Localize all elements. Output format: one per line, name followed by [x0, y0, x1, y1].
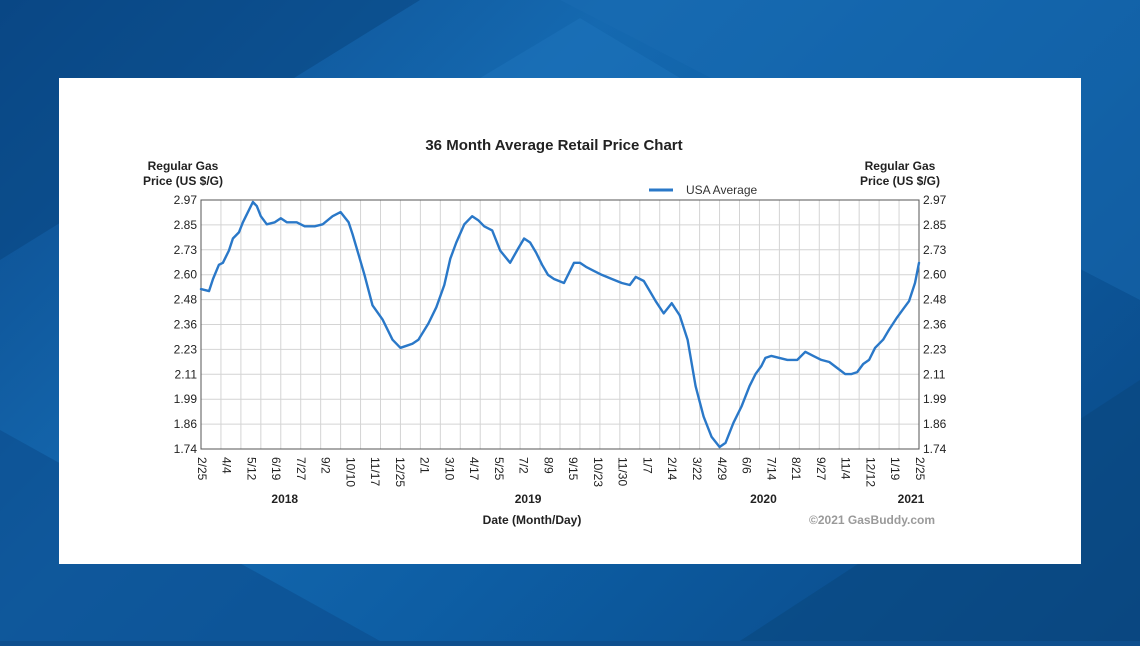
- x-tick-label: 9/2: [319, 457, 333, 474]
- y-tick-label-right: 2.11: [923, 367, 946, 381]
- x-tick-label: 8/9: [541, 457, 555, 474]
- y-tick-label-right: 1.86: [923, 417, 947, 431]
- left-y-ticks: 2.97 2.85 2.73 2.60 2.48 2.36 2.23 2.11 1.99 1.86…: [174, 193, 198, 456]
- y-tick-label-left: 1.86: [174, 417, 198, 431]
- year-labels: 2018 2019 2020 2021: [271, 492, 924, 506]
- year-label: 2020: [750, 492, 777, 506]
- x-tick-label: 1/7: [640, 457, 654, 474]
- x-tick-label: 9/15: [566, 457, 580, 481]
- gasbuddy-credit: ©2021 GasBuddy.com: [809, 513, 935, 527]
- x-tick-label: 6/6: [740, 457, 754, 474]
- x-tick-label: 11/30: [616, 457, 630, 486]
- x-tick-label: 7/2: [517, 457, 531, 474]
- plot-frame: [200, 199, 920, 450]
- x-tick-label: 4/17: [467, 457, 481, 481]
- x-tick-label: 7/27: [294, 457, 308, 481]
- x-tick-label: 9/27: [814, 457, 828, 481]
- x-ticks: 2/25 4/4 5/12 6/19 7/27 9/2 10/10 11/17 12/25 2/1…: [195, 457, 927, 487]
- year-label: 2021: [898, 492, 925, 506]
- y-tick-label-right: 2.85: [923, 218, 947, 232]
- left-axis-label-line1: Regular Gas: [148, 159, 219, 173]
- right-y-ticks: 2.97 2.85 2.73 2.60 2.48 2.36 2.23 2.11 1.99 1.86…: [923, 193, 947, 456]
- x-tick-label: 10/10: [343, 457, 357, 487]
- left-axis-label-line2: Price (US $/G): [143, 174, 223, 188]
- y-tick-label-left: 2.23: [174, 342, 198, 356]
- y-tick-label-right: 2.48: [923, 293, 947, 307]
- x-tick-label: 3/10: [442, 457, 456, 481]
- chart-card: 36 Month Average Retail Price Chart Regu…: [59, 78, 1081, 564]
- chart-title: 36 Month Average Retail Price Chart: [425, 137, 682, 154]
- x-tick-label: 12/25: [393, 457, 407, 487]
- x-tick-label: 4/29: [715, 457, 729, 481]
- year-label: 2018: [271, 492, 298, 506]
- y-tick-label-right: 2.97: [923, 193, 947, 207]
- year-label: 2019: [515, 492, 542, 506]
- legend-label: USA Average: [686, 183, 757, 197]
- usa-average-line: [199, 200, 921, 449]
- y-tick-label-left: 2.85: [174, 218, 198, 232]
- y-tick-label-left: 2.48: [174, 293, 198, 307]
- x-tick-label: 11/17: [368, 457, 382, 486]
- x-tick-label: 2/25: [195, 457, 209, 481]
- y-tick-label-right: 2.23: [923, 342, 947, 356]
- x-tick-label: 2/1: [418, 457, 432, 474]
- x-tick-label: 5/12: [244, 457, 258, 481]
- y-tick-label-right: 2.60: [923, 268, 947, 282]
- x-tick-label: 2/25: [913, 457, 927, 481]
- y-tick-label-left: 1.99: [174, 392, 198, 406]
- x-tick-label: 1/19: [888, 457, 902, 481]
- x-tick-label: 11/4: [839, 457, 853, 480]
- y-tick-label-left: 1.74: [174, 442, 198, 456]
- y-tick-label-left: 2.97: [174, 193, 198, 207]
- y-tick-label-left: 2.11: [175, 367, 198, 381]
- y-tick-label-right: 2.73: [923, 243, 947, 257]
- y-tick-label-right: 2.36: [923, 318, 947, 332]
- x-tick-label: 2/14: [665, 457, 679, 481]
- right-axis-label-line1: Regular Gas: [865, 159, 936, 173]
- x-tick-label: 6/19: [269, 457, 283, 481]
- y-tick-label-left: 2.73: [174, 243, 198, 257]
- y-tick-label-left: 2.36: [174, 318, 198, 332]
- y-tick-label-left: 2.60: [174, 268, 198, 282]
- x-tick-label: 3/22: [690, 457, 704, 481]
- x-tick-label: 7/14: [764, 457, 778, 481]
- y-tick-label-right: 1.99: [923, 392, 947, 406]
- right-axis-label-line2: Price (US $/G): [860, 174, 940, 188]
- gas-price-line-chart: 36 Month Average Retail Price Chart Regu…: [143, 137, 947, 527]
- x-tick-label: 10/23: [591, 457, 605, 487]
- grid-lines: [201, 199, 919, 450]
- x-axis-label: Date (Month/Day): [483, 513, 582, 527]
- x-tick-label: 4/4: [220, 457, 234, 474]
- x-tick-label: 12/12: [863, 457, 877, 487]
- y-tick-label-right: 1.74: [923, 442, 947, 456]
- x-tick-label: 8/21: [789, 457, 803, 481]
- x-tick-label: 5/25: [492, 457, 506, 481]
